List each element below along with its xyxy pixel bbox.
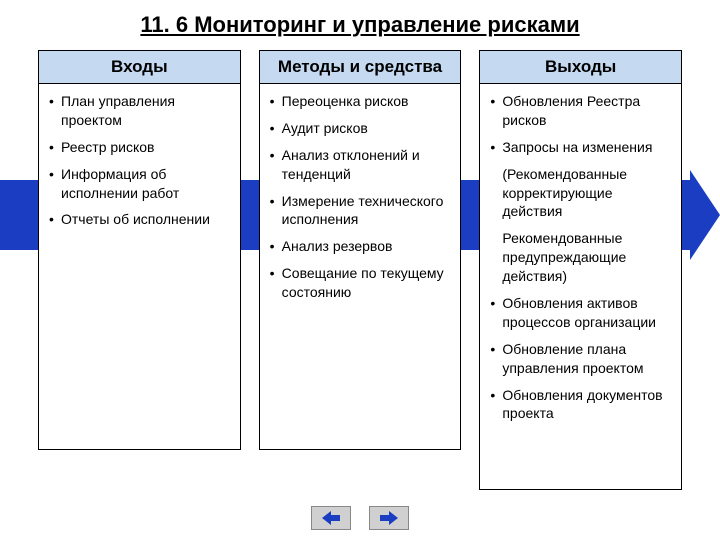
list-item: Обновления Реестра рисков	[490, 92, 675, 130]
list-item: Информация об исполнении работ	[49, 165, 234, 203]
outputs-note: Рекомендованные предупреждающие действия…	[490, 229, 675, 286]
list-item: Обновление плана управления проектом	[490, 340, 675, 378]
prev-button[interactable]	[311, 506, 351, 530]
list-item: Совещание по текущему состоянию	[270, 264, 455, 302]
outputs-header: Выходы	[480, 51, 681, 84]
methods-body: Переоценка рисков Аудит рисков Анализ от…	[260, 84, 461, 449]
outputs-column: Выходы Обновления Реестра рисков Запросы…	[479, 50, 682, 490]
list-item: План управления проектом	[49, 92, 234, 130]
outputs-body: Обновления Реестра рисков Запросы на изм…	[480, 84, 681, 489]
inputs-header: Входы	[39, 51, 240, 84]
methods-header: Методы и средства	[260, 51, 461, 84]
list-item: Переоценка рисков	[270, 92, 455, 111]
inputs-body: План управления проектом Реестр рисков И…	[39, 84, 240, 449]
list-item: Измерение технического исполнения	[270, 192, 455, 230]
slide-title: 11. 6 Мониторинг и управление рисками	[0, 0, 720, 46]
columns-container: Входы План управления проектом Реестр ри…	[0, 50, 720, 490]
outputs-note: (Рекомендованные корректирующие действия	[490, 165, 675, 222]
list-item: Анализ отклонений и тенденций	[270, 146, 455, 184]
arrow-right-icon	[380, 511, 398, 525]
list-item: Обновления активов процессов организации	[490, 294, 675, 332]
list-item: Анализ резервов	[270, 237, 455, 256]
list-item: Запросы на изменения	[490, 138, 675, 157]
list-item: Аудит рисков	[270, 119, 455, 138]
list-item: Отчеты об исполнении	[49, 210, 234, 229]
list-item: Обновления документов проекта	[490, 386, 675, 424]
list-item: Реестр рисков	[49, 138, 234, 157]
nav-buttons	[311, 506, 409, 530]
methods-column: Методы и средства Переоценка рисков Ауди…	[259, 50, 462, 450]
inputs-column: Входы План управления проектом Реестр ри…	[38, 50, 241, 450]
next-button[interactable]	[369, 506, 409, 530]
arrow-left-icon	[322, 511, 340, 525]
